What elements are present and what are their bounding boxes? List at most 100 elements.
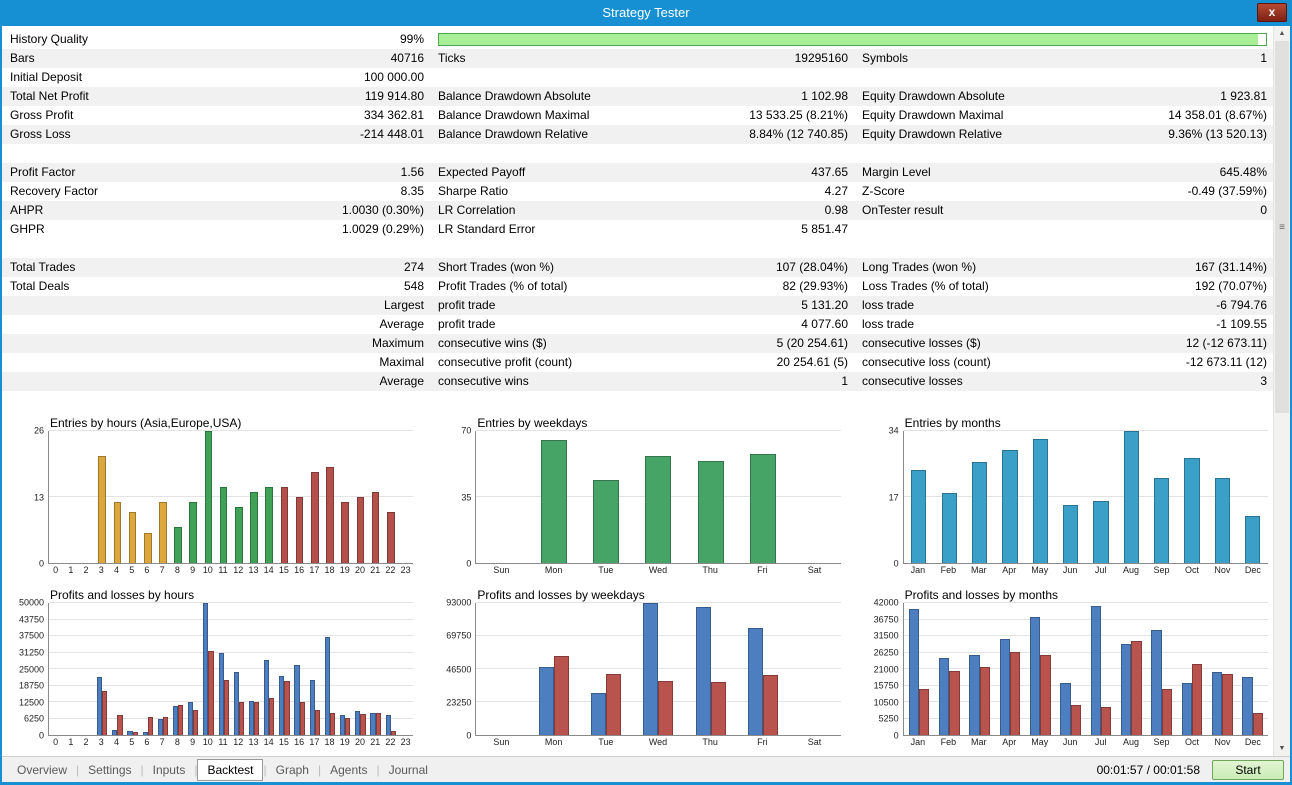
x-tick-label: 21 — [370, 737, 381, 747]
cell-label: Balance Drawdown Maximal — [438, 108, 590, 122]
bar — [1252, 713, 1264, 735]
x-tick-label: 22 — [385, 737, 396, 747]
title-bar[interactable]: Strategy Tester x — [0, 0, 1292, 26]
cell-label: profit trade — [438, 298, 496, 312]
tab-settings[interactable]: Settings — [88, 762, 132, 777]
scrollbar[interactable]: ▲ ≡ ▼ — [1273, 26, 1290, 756]
cell-label: Profit Factor — [10, 165, 76, 179]
bar — [360, 713, 366, 735]
cell-value: 1 — [841, 374, 848, 388]
tab-backtest[interactable]: Backtest — [197, 758, 264, 781]
bar — [370, 712, 376, 735]
tab-graph[interactable]: Graph — [275, 762, 309, 777]
gridline — [903, 668, 1268, 669]
y-tick-label: 0 — [893, 730, 899, 741]
bar — [127, 731, 133, 735]
table-row: Initial Deposit 100 000.00 — [2, 68, 1273, 87]
y-tick-label: 0 — [893, 558, 899, 569]
x-tick-label: 2 — [83, 565, 89, 575]
table-cell — [2, 144, 430, 163]
chart-title: Entries by weekdays — [477, 416, 588, 430]
table-row: Profit Factor 1.56 Expected Payoff 437.65 Ma… — [2, 163, 1273, 182]
bar-slot — [528, 603, 580, 735]
y-tick-label: 25000 — [18, 664, 44, 674]
bar — [233, 671, 239, 735]
table-cell: consecutive losses 3 — [854, 372, 1273, 391]
bar-slot — [1086, 603, 1116, 735]
table-row: Maximal consecutive profit (count) 20 254.… — [2, 353, 1273, 372]
chart-pnl-by-weekdays: Profits and losses by weekdays 0 23250 4650… — [437, 588, 841, 750]
gridline — [903, 684, 1268, 686]
y-tick-label: 10500 — [873, 697, 899, 708]
bar — [1009, 651, 1021, 735]
bar-slot — [1207, 603, 1237, 735]
progress-track — [438, 33, 1267, 46]
y-tick-label: 31500 — [873, 630, 899, 641]
table-cell — [854, 68, 1273, 87]
x-tick-label: Mon — [544, 737, 563, 747]
bar-slot — [201, 603, 216, 735]
cell-value: 119 914.80 — [364, 89, 424, 103]
x-tick-label: 7 — [159, 565, 165, 575]
x-tick-label: 13 — [248, 737, 259, 747]
bar — [1161, 689, 1173, 735]
table-cell: consecutive wins ($) 5 (20 254.61) — [430, 334, 854, 353]
table-cell — [2, 239, 430, 258]
bar-slot — [476, 603, 528, 735]
table-cell: Profit Trades (% of total) 82 (29.93%) — [430, 277, 854, 296]
scroll-down-icon[interactable]: ▼ — [1278, 745, 1286, 752]
scrollbar-grip-icon: ≡ — [1279, 221, 1285, 233]
x-tick-label: 18 — [324, 737, 335, 747]
bar — [593, 480, 620, 563]
bar — [1242, 676, 1253, 735]
cell-label: Recovery Factor — [10, 184, 99, 198]
table-cell: Maximum — [2, 334, 430, 353]
x-tick-label: 14 — [263, 565, 274, 575]
bar-slot — [398, 431, 413, 563]
tab-journal[interactable]: Journal — [388, 762, 428, 777]
scroll-up-icon[interactable]: ▲ — [1278, 30, 1286, 37]
table-row: Gross Loss -214 448.01 Balance Drawdown Re… — [2, 125, 1273, 144]
bar-slot — [737, 431, 789, 563]
bar-slot — [632, 603, 684, 735]
cell-label: Ticks — [438, 51, 466, 65]
cell-label: Expected Payoff — [438, 165, 526, 179]
x-tick-label: Tue — [598, 565, 614, 575]
table-cell: Bars 40716 — [2, 49, 430, 68]
table-cell — [430, 144, 854, 163]
bar-slot — [1147, 431, 1177, 563]
bar — [1040, 654, 1051, 735]
x-tick-label: 8 — [174, 737, 180, 747]
table-cell: Average — [2, 372, 430, 391]
cell-value: Maximum — [371, 336, 424, 350]
plot-area-wrap: 0 1 2 3 4 5 6 7 8 9 10 11 12 13 14 15 16 17 18 19 20 21 22 23 — [48, 430, 414, 578]
bar-slot — [1207, 431, 1237, 563]
chart-entries-by-months: Entries by months 0 17 34 Jan Feb Mar Apr May Jun… — [865, 416, 1268, 578]
tab-inputs[interactable]: Inputs — [152, 762, 186, 777]
gridline — [903, 496, 1268, 497]
table-cell: Ticks 19295160 — [430, 49, 854, 68]
tab-separator: | — [76, 762, 80, 777]
tab-agents[interactable]: Agents — [330, 762, 368, 777]
chart-title: Profits and losses by hours — [50, 588, 195, 602]
table-cell: Equity Drawdown Absolute 1 923.81 — [854, 87, 1273, 106]
bar-slot — [1116, 603, 1146, 735]
y-tick-label: 34 — [888, 425, 899, 436]
cell-value: Average — [379, 374, 424, 388]
scrollbar-thumb[interactable]: ≡ — [1275, 41, 1289, 413]
y-tick-label: 5250 — [878, 713, 899, 724]
tab-overview[interactable]: Overview — [17, 762, 68, 777]
bar — [1131, 640, 1142, 735]
x-tick-label: Jan — [910, 565, 926, 575]
cell-label: Balance Drawdown Absolute — [438, 89, 591, 103]
y-tick-label: 23250 — [446, 697, 472, 708]
start-button[interactable]: Start — [1212, 759, 1284, 780]
y-tick-label: 13 — [33, 492, 44, 502]
cell-label: LR Standard Error — [438, 222, 536, 236]
close-button[interactable]: x — [1257, 3, 1287, 22]
gridline — [49, 430, 414, 431]
cell-label: Symbols — [862, 51, 909, 65]
bar — [223, 679, 229, 735]
cell-value: 19295160 — [794, 51, 848, 65]
gridline — [903, 651, 1268, 653]
